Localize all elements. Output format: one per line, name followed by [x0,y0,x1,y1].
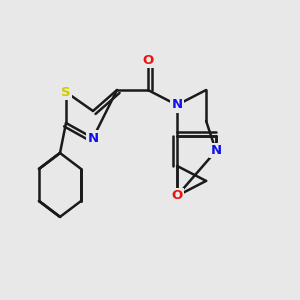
Text: N: N [87,131,99,145]
Text: O: O [142,53,154,67]
Text: N: N [210,144,222,158]
Text: S: S [61,85,71,99]
Text: O: O [171,189,183,203]
Text: N: N [171,98,183,112]
